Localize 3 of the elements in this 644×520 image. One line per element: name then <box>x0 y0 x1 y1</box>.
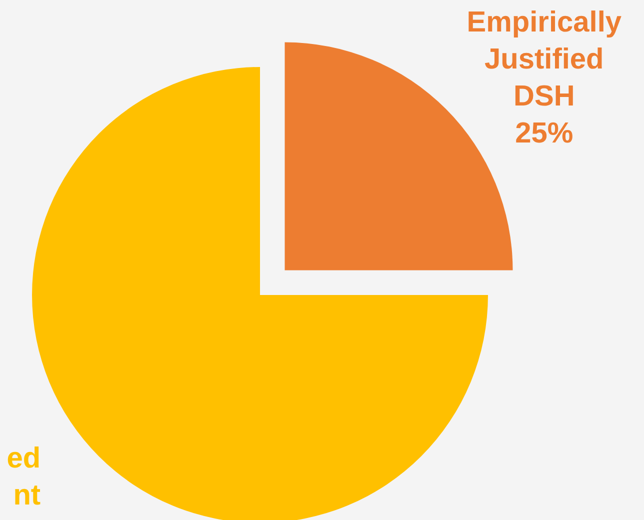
slice-label: ed nt <box>6 442 41 512</box>
slice-label: Empirically Justified DSH <box>466 6 622 113</box>
data-label: 25% <box>515 118 574 150</box>
